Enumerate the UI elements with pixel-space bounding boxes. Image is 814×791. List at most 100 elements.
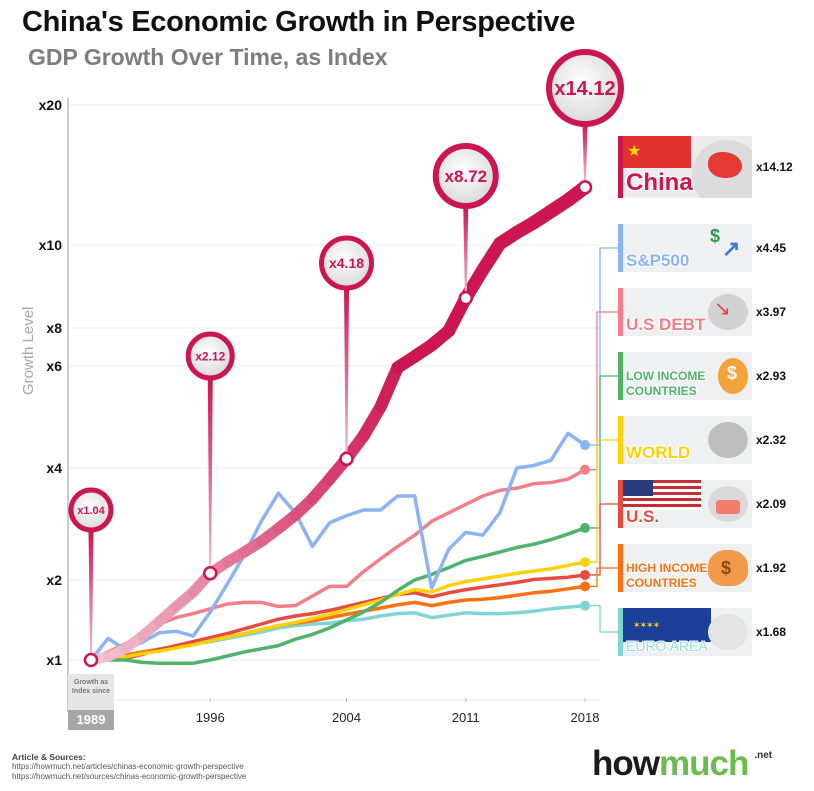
legend-label: LOW INCOME: [626, 369, 706, 383]
legend-card-s-p500: $ ↗ S&P500: [618, 224, 752, 272]
legend-connector: [585, 604, 618, 633]
callout-stem: [344, 288, 350, 453]
howmuch-logo: howmuch .net: [592, 744, 772, 784]
legend-value: x1.92: [756, 561, 787, 575]
legend-color-bar: [618, 544, 623, 592]
eu-flag-icon: [708, 614, 748, 650]
series-segment-china: [374, 361, 404, 413]
legend-connector: [585, 503, 618, 576]
callout-point: [339, 451, 354, 467]
y-tick-label: x1: [46, 652, 62, 668]
globe-icon: [319, 235, 375, 291]
logo-net: .net: [754, 750, 773, 761]
globe-icon: [708, 422, 748, 458]
globe-icon: [68, 487, 114, 533]
legend-label: U.S.: [626, 507, 660, 526]
sources-heading: Article & Sources:: [12, 752, 86, 762]
callout-1989: x1.04: [68, 487, 114, 668]
y-tick-label: x10: [39, 237, 63, 253]
y-tick-label: x8: [46, 320, 62, 336]
legend-card-china: ★★ ★ ★China: [618, 136, 752, 198]
coin-icon: $: [718, 358, 748, 394]
globe-icon: [432, 143, 499, 209]
legend-color-bar: [618, 608, 623, 656]
legend-connector: [585, 375, 618, 529]
chart-subtitle: GDP Growth Over Time, as Index: [28, 44, 388, 70]
source-link-article[interactable]: https://howmuch.net/articles/chinas-econ…: [12, 762, 244, 771]
legend-color-bar: [618, 416, 623, 464]
series-end-point: [580, 440, 590, 451]
axes: 1996 2004 2011 2018: [67, 98, 600, 725]
series-line-u-s-: [90, 573, 586, 662]
logo-how: how: [592, 744, 660, 783]
callout-stem: [582, 124, 588, 182]
x-tick-label: 2018: [571, 710, 600, 725]
legend-color-bar: [618, 224, 623, 272]
callout-label: x2.12: [195, 349, 225, 363]
callout-label: x14.12: [554, 78, 615, 100]
legend-label: HIGH INCOME: [626, 561, 708, 575]
legend-card-u-s-debt: ↘ U.S DEBT: [618, 288, 752, 336]
callout-stem: [207, 378, 213, 568]
callout-label: x8.72: [444, 167, 487, 186]
legend-label-line2: COUNTRIES: [626, 384, 697, 398]
x-tick-label: 2004: [332, 710, 361, 725]
callout-stem: [88, 530, 94, 654]
legend-label: China: [626, 169, 693, 196]
callout-1996: x2.12: [185, 331, 235, 581]
legend-value: x2.93: [756, 369, 787, 383]
legend-connector: [585, 439, 618, 563]
legend-card-high-income: $ HIGH INCOME COUNTRIES: [618, 544, 752, 592]
callout-stem: [463, 206, 469, 293]
legend-value: x2.32: [756, 433, 787, 447]
y-tick-label: x20: [39, 97, 63, 113]
legend-value: x2.09: [756, 497, 787, 511]
series-line-u-s-debt: [90, 468, 586, 662]
china-flag-icon: ★★ ★ ★: [623, 136, 691, 168]
legend-value: x4.45: [756, 241, 787, 255]
series-end-point: [580, 600, 590, 611]
legend-card-u-s-: U.S.: [618, 480, 752, 528]
globe-icon: [185, 331, 235, 381]
legend-connector: [585, 247, 618, 446]
us-flag-icon: [708, 486, 748, 522]
callout-2011: x8.72: [432, 143, 499, 306]
chart-title: China's Economic Growth in Perspective: [22, 6, 576, 38]
base-note-text: Growth as Index since: [71, 679, 111, 695]
legend-card-world: WORLD: [618, 416, 752, 464]
eu-flag-icon-bg: ✶✶✶✶: [623, 608, 711, 642]
legend-color-bar: [618, 136, 623, 198]
y-tick-label: x6: [46, 358, 62, 374]
callouts: x1.04 x2.12 x4.18 x8.72 x14.12: [68, 49, 624, 668]
callout-label: x1.04: [77, 505, 105, 517]
callout-2004: x4.18: [319, 235, 375, 467]
legend-card-low-income: $ LOW INCOME COUNTRIES: [618, 352, 752, 400]
source-link-sources[interactable]: https://howmuch.net/sources/chinas-econo…: [12, 772, 247, 781]
legend-label: WORLD: [626, 443, 691, 462]
series-end-point: [580, 464, 590, 475]
legend-connector: [585, 311, 618, 471]
y-tick-label: x2: [46, 572, 62, 588]
sources: Article & Sources: https://howmuch.net/a…: [12, 752, 246, 782]
callout-point: [202, 566, 218, 581]
series-end-point: [580, 569, 590, 580]
legend-color-bar: [618, 480, 623, 528]
china-flag-map-icon: [692, 140, 752, 198]
callout-point: [577, 180, 593, 195]
series-line-s-p500: [89, 431, 586, 662]
logo-much: much: [658, 744, 749, 783]
callout-label: x4.18: [329, 255, 364, 271]
legend-connectors: [585, 247, 618, 633]
callout-2018: x14.12: [546, 49, 624, 195]
base-year: 1989: [68, 710, 114, 730]
x-tick-label: 1996: [196, 710, 225, 725]
base-note: Growth as Index since: [68, 674, 114, 710]
legend-label: EURO AREA: [626, 638, 708, 654]
legend-value: x1.68: [756, 625, 787, 639]
legend-label: S&P500: [626, 251, 690, 270]
x-tick-label: 2011: [452, 710, 480, 725]
series-line-low-income-countries: [91, 526, 586, 665]
legend-label-line2: COUNTRIES: [626, 576, 697, 590]
money-bag-icon: $: [708, 550, 748, 586]
